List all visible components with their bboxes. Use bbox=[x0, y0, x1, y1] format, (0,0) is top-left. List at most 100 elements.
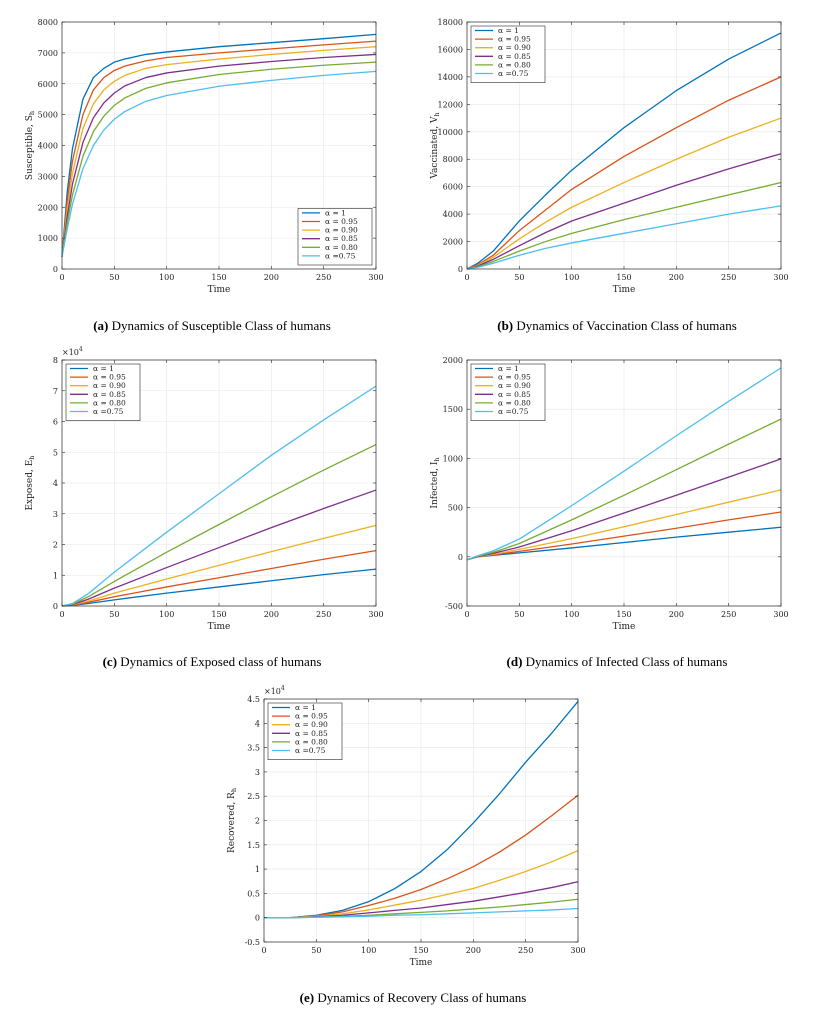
legend-entry: α = 0.90 bbox=[325, 226, 358, 235]
series-line-b-2 bbox=[466, 117, 782, 270]
x-tick-label: 0 bbox=[59, 273, 64, 282]
y-axis-label: Susceptible, Sh bbox=[25, 111, 36, 180]
legend-entry: α =0.75 bbox=[498, 69, 529, 78]
series-line-a-3 bbox=[61, 53, 377, 257]
y-tick-label: 5 bbox=[53, 448, 58, 457]
y-tick-label: 3 bbox=[53, 510, 58, 519]
x-tick-label: 200 bbox=[264, 610, 279, 619]
legend-entry: α = 0.90 bbox=[295, 720, 328, 729]
y-tick-label: 4000 bbox=[38, 142, 58, 151]
legend-entry: α = 0.85 bbox=[498, 52, 531, 61]
figure-caption: (b) Dynamics of Vaccination Class of hum… bbox=[497, 318, 737, 333]
y-tick-label: 2 bbox=[53, 541, 58, 550]
x-tick-label: 0 bbox=[59, 610, 64, 619]
series-line-a-5 bbox=[61, 70, 377, 257]
series-line-d-4 bbox=[466, 418, 782, 561]
legend-entry: α = 1 bbox=[93, 364, 114, 373]
x-axis-label: Time bbox=[410, 958, 433, 968]
x-tick-label: 300 bbox=[570, 946, 585, 955]
legend-entry: α =0.75 bbox=[93, 407, 124, 416]
y-exponent-label: ×104 bbox=[264, 685, 285, 696]
series-line-a-4 bbox=[61, 61, 377, 257]
legend-entry: α = 1 bbox=[498, 364, 519, 373]
x-tick-label: 50 bbox=[514, 273, 524, 282]
chart-c: 0 50 100 150 200 250 300 0 1 2 3 4 5 6 7 8 ×104 Time Expos… bbox=[25, 346, 384, 669]
legend: α = 1α = 0.95α = 0.90α = 0.85α = 0.80α =… bbox=[267, 702, 343, 760]
legend-entry: α = 0.85 bbox=[295, 729, 328, 738]
x-tick-label: 50 bbox=[109, 273, 119, 282]
legend-entry: α = 1 bbox=[498, 26, 519, 35]
figure-caption: (a) Dynamics of Susceptible Class of hum… bbox=[93, 318, 331, 333]
y-tick-label: 12000 bbox=[438, 100, 463, 109]
chart-b: 0 50 100 150 200 250 300 0 2000 4000 6000 8000 10000… bbox=[430, 18, 789, 333]
y-tick-label: 8000 bbox=[38, 18, 58, 27]
y-tick-label: -500 bbox=[445, 602, 463, 611]
legend: α = 1α = 0.95α = 0.90α = 0.85α = 0.80α =… bbox=[470, 363, 546, 421]
series-line-a-2 bbox=[61, 46, 377, 257]
y-axis-label: Recovered, Rh bbox=[227, 788, 238, 853]
y-tick-label: 0 bbox=[458, 265, 463, 274]
x-tick-label: 0 bbox=[261, 946, 266, 955]
legend-entry: α = 0.95 bbox=[295, 712, 328, 721]
legend-entry: α = 0.95 bbox=[325, 217, 358, 226]
y-tick-label: 1 bbox=[255, 865, 260, 874]
y-tick-label: 2 bbox=[255, 817, 260, 826]
x-tick-label: 300 bbox=[773, 610, 788, 619]
x-tick-label: 150 bbox=[616, 610, 631, 619]
legend-entry: α = 0.85 bbox=[498, 390, 531, 399]
y-tick-label: 2000 bbox=[38, 203, 58, 212]
y-tick-label: 18000 bbox=[438, 18, 463, 27]
series-line-e-5 bbox=[264, 907, 579, 919]
legend-entry: α =0.75 bbox=[498, 407, 529, 416]
y-tick-label: 0 bbox=[53, 265, 58, 274]
x-tick-label: 250 bbox=[316, 610, 331, 619]
x-tick-label: 150 bbox=[616, 273, 631, 282]
x-tick-label: 250 bbox=[721, 610, 736, 619]
x-tick-label: 300 bbox=[368, 273, 383, 282]
x-tick-label: 100 bbox=[564, 273, 579, 282]
y-tick-label: 500 bbox=[448, 504, 463, 513]
x-tick-label: 300 bbox=[773, 273, 788, 282]
y-tick-label: 3 bbox=[255, 768, 260, 777]
legend-entry: α = 0.95 bbox=[93, 373, 126, 382]
legend-entry: α = 0.90 bbox=[93, 381, 126, 390]
x-axis-label: Time bbox=[613, 285, 636, 295]
legend-entry: α = 0.90 bbox=[498, 43, 531, 52]
x-tick-label: 0 bbox=[464, 273, 469, 282]
x-tick-label: 50 bbox=[514, 610, 524, 619]
y-tick-label: 7000 bbox=[38, 49, 58, 58]
y-tick-label: 5000 bbox=[38, 111, 58, 120]
x-axis-label: Time bbox=[208, 285, 231, 295]
y-tick-label: 6 bbox=[53, 418, 58, 427]
legend: α = 1α = 0.95α = 0.90α = 0.85α = 0.80α =… bbox=[65, 363, 141, 421]
legend-entry: α = 0.85 bbox=[93, 390, 126, 399]
y-tick-label: 3000 bbox=[38, 172, 58, 181]
legend: α = 1α = 0.95α = 0.90α = 0.85α = 0.80α =… bbox=[297, 208, 373, 266]
y-tick-label: 16000 bbox=[438, 45, 463, 54]
x-tick-label: 100 bbox=[159, 610, 174, 619]
y-tick-label: 6000 bbox=[443, 183, 463, 192]
series-line-a-0 bbox=[61, 33, 377, 257]
legend-entry: α = 0.95 bbox=[498, 35, 531, 44]
series-line-c-4 bbox=[61, 443, 377, 607]
chart-e: 0 50 100 150 200 250 300-0.500.511.522.533.544… bbox=[227, 685, 586, 1005]
x-tick-label: 0 bbox=[464, 610, 469, 619]
y-tick-label: 4000 bbox=[443, 210, 463, 219]
legend-entry: α =0.75 bbox=[295, 746, 326, 755]
legend: α = 1α = 0.95α = 0.90α = 0.85α = 0.80α =… bbox=[470, 25, 546, 83]
x-tick-label: 200 bbox=[669, 610, 684, 619]
y-axis-label: Vaccinated, Vh bbox=[430, 112, 441, 179]
x-axis-label: Time bbox=[613, 622, 636, 632]
y-tick-label: 14000 bbox=[438, 73, 463, 82]
x-tick-label: 200 bbox=[669, 273, 684, 282]
y-axis-label: Infected, Ih bbox=[430, 457, 441, 508]
series-line-b-1 bbox=[466, 76, 782, 270]
legend-entry: α = 0.80 bbox=[498, 398, 531, 407]
figure-caption: (d) Dynamics of Infected Class of humans bbox=[507, 654, 728, 669]
series-line-b-0 bbox=[466, 32, 782, 270]
y-tick-label: 8 bbox=[53, 356, 58, 365]
y-tick-label: 1000 bbox=[443, 454, 463, 463]
legend-entry: α = 0.95 bbox=[498, 373, 531, 382]
y-tick-label: 10000 bbox=[438, 128, 463, 137]
series-line-d-5 bbox=[466, 367, 782, 561]
